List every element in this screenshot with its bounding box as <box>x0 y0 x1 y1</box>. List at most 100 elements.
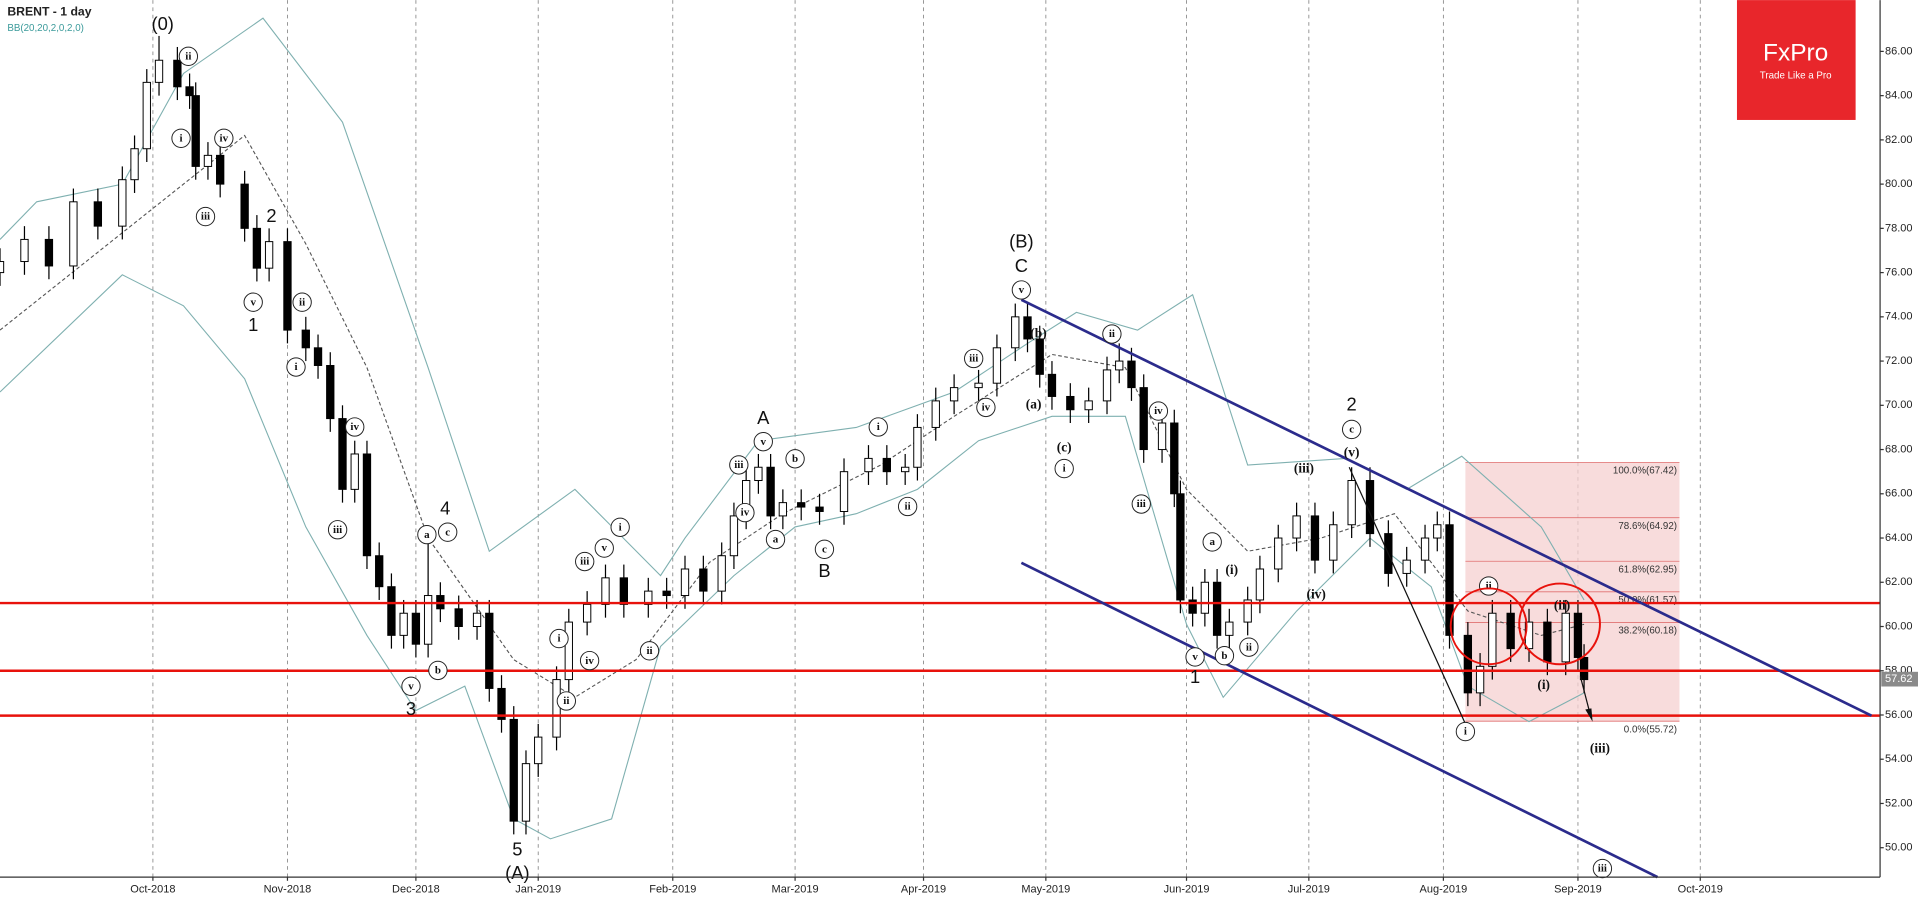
wave-circle <box>171 128 191 148</box>
wave-label: b <box>792 453 798 465</box>
fib-label: 61.8%(62.95) <box>1618 564 1677 575</box>
candle-body <box>680 568 690 597</box>
wave-label: 3 <box>406 698 416 719</box>
candles-layer <box>0 35 1589 835</box>
wave-circle <box>1202 532 1222 552</box>
wave-circle <box>897 496 918 517</box>
candle-body <box>264 241 274 269</box>
wave-label: (iii) <box>1294 460 1314 475</box>
x-tick-label: Jul-2019 <box>1288 883 1330 895</box>
wave-label: a <box>424 529 430 541</box>
candle-body <box>142 81 151 150</box>
wave-circle <box>178 46 199 67</box>
wave-label: iv <box>1154 405 1163 417</box>
wave-label: iv <box>585 655 594 667</box>
candle-body <box>1347 480 1356 526</box>
wave-circle <box>345 417 365 437</box>
wave-label: iv <box>982 402 991 414</box>
bollinger-band <box>0 274 1585 840</box>
wave-circle <box>401 676 421 696</box>
wave-circle <box>814 539 835 559</box>
y-tick-label: 56.00 <box>1885 709 1913 721</box>
candle-body <box>1102 369 1112 402</box>
wave-circle <box>1185 647 1205 667</box>
wave-label: (A) <box>505 862 529 883</box>
wave-label: ii <box>1246 641 1252 653</box>
wave-label: iv <box>350 421 359 433</box>
trend-line <box>1348 466 1466 725</box>
candle-body <box>1011 316 1020 349</box>
wave-label: ii <box>185 50 191 62</box>
y-tick-label: 50.00 <box>1885 842 1913 854</box>
wave-circle <box>610 517 630 537</box>
candle-body <box>69 201 78 267</box>
y-tick-label: 70.00 <box>1885 399 1913 411</box>
x-tick-label: Jan-2019 <box>515 883 561 895</box>
wave-circle <box>729 455 749 475</box>
wave-label: i <box>619 521 622 533</box>
wave-label: (iii) <box>1590 740 1610 755</box>
wave-label: v <box>1192 651 1198 663</box>
wave-circle <box>214 128 234 148</box>
y-tick-label: 52.00 <box>1885 797 1913 809</box>
candle-body <box>1200 581 1210 614</box>
candle-body <box>326 365 335 420</box>
candle-body <box>387 586 396 636</box>
candle-body <box>1255 568 1265 601</box>
candle-body <box>974 382 983 389</box>
candle-body <box>1084 400 1093 411</box>
wave-label: 2 <box>266 205 276 226</box>
logo-brand: FxPro <box>1763 39 1828 66</box>
candle-body <box>729 515 739 557</box>
wave-circle <box>765 529 786 550</box>
bollinger-band <box>0 134 1585 698</box>
candle-body <box>1573 612 1583 658</box>
candle-body <box>338 418 347 490</box>
candle-body <box>1035 338 1044 375</box>
candle-body <box>1170 422 1179 495</box>
indicator-label: BB(20,20,2,0,2,0) <box>7 23 84 34</box>
candle-body <box>552 679 561 738</box>
candle-body <box>375 555 384 588</box>
wave-label: iv <box>220 132 229 144</box>
candle-body <box>882 457 891 473</box>
fib-label: 78.6%(64.92) <box>1618 521 1677 532</box>
y-tick-label: 68.00 <box>1885 443 1913 455</box>
candle-body <box>350 453 359 490</box>
wave-circle <box>1054 458 1074 479</box>
candle-body <box>766 466 775 517</box>
candle-body <box>1066 395 1075 411</box>
candle-body <box>44 238 54 267</box>
y-tick-label: 72.00 <box>1885 355 1913 367</box>
wave-label: (b) <box>1030 326 1046 341</box>
candle-body <box>521 763 531 822</box>
arrow <box>1579 676 1590 710</box>
fib-label: 38.2%(60.18) <box>1618 626 1677 637</box>
candle-body <box>601 577 610 605</box>
candle-body <box>1047 373 1057 397</box>
wave-circle <box>417 524 437 545</box>
wave-label: C <box>1015 255 1028 276</box>
candle-body <box>1475 665 1485 694</box>
wave-label: c <box>1349 424 1354 436</box>
wave-label: (i) <box>1537 677 1550 692</box>
wave-label: iii <box>333 524 342 536</box>
candle-body <box>1176 493 1185 601</box>
candle-body <box>1463 634 1473 694</box>
candle-body <box>283 241 292 331</box>
candle-body <box>717 555 726 592</box>
logo-tagline: Trade Like a Pro <box>1760 70 1832 81</box>
wave-circle <box>1239 637 1259 657</box>
x-tick-label: Mar-2019 <box>772 883 819 895</box>
candle-body <box>1212 581 1222 636</box>
candle-body <box>1420 537 1430 561</box>
candle-body <box>1561 612 1570 663</box>
last-price-tag <box>1881 671 1918 687</box>
wave-label: a <box>1209 536 1215 548</box>
candle-body <box>1127 360 1136 389</box>
wave-label: (ii) <box>1554 597 1570 612</box>
wave-label: i <box>557 633 560 645</box>
fib-label: 0.0%(55.72) <box>1624 724 1677 735</box>
